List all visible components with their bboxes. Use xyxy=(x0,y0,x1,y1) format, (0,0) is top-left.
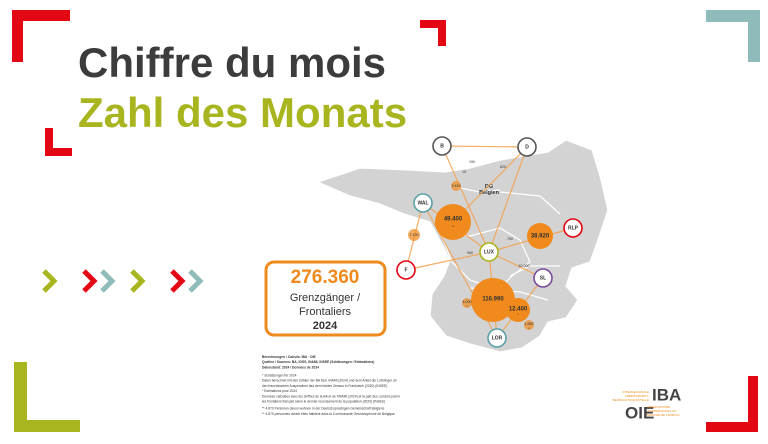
highlight-value: 276.360 xyxy=(291,267,360,288)
chevrons xyxy=(42,269,204,293)
flow-value: 1.550 xyxy=(525,322,534,326)
note-line: * Schätzungen für 2024 xyxy=(262,373,297,377)
flow-value: 38.920 xyxy=(531,234,550,240)
note-line: den französischen Auspendlern laut dem l… xyxy=(262,384,387,388)
corner-decorations xyxy=(12,10,760,432)
flow-mark: * xyxy=(528,327,530,331)
note-line: ** 4.870 Personen davon wohnen in der De… xyxy=(262,407,385,411)
logo-oie: OIE xyxy=(625,403,654,422)
flow-value: 750 xyxy=(507,237,513,241)
node-label: WAL xyxy=(417,200,428,206)
note-line: Datenstand: 2024 / Données de 2024 xyxy=(262,365,319,369)
title-de: Zahl des Monats xyxy=(78,89,407,136)
note-line: Daten berechnet mit den Zahlen der BA bz… xyxy=(262,379,397,383)
flow-bubbles xyxy=(408,181,553,330)
logo-text: INTERREGIONALE xyxy=(622,390,649,394)
logo-text: INTERRÉGIONAL DU xyxy=(647,408,677,413)
logo: IBA OIE INTERREGIONALE ARBEITSMARKT- BEO… xyxy=(613,385,682,422)
node-label: B xyxy=(440,143,444,149)
note-line: Données calculées avec les chiffres de l… xyxy=(262,394,400,398)
logo-text: ARBEITSMARKT- xyxy=(625,394,649,398)
logo-text: MARCHÉ DE L'EMPLOI xyxy=(647,412,680,417)
note-line: Quellen / Sources: BA, IGSS, INAMI, INSE… xyxy=(262,360,374,364)
highlight-box xyxy=(264,260,387,337)
highlight-year: 2024 xyxy=(313,320,338,332)
logo-text: BEOBACHTUNGSSTELLE xyxy=(613,398,649,402)
flow-value: 12.400 xyxy=(509,307,528,313)
highlight-line: Grenzgänger / xyxy=(290,292,361,304)
note-line: ** 4.870 personnes dont/e elles habitent… xyxy=(262,412,395,416)
node-label: LOR xyxy=(492,335,503,341)
note-line: * Estimations pour 2024 xyxy=(262,389,297,393)
flow-value: 7.100 xyxy=(410,233,419,237)
flow-value: 190 xyxy=(469,160,475,164)
title-fr: Chiffre du mois xyxy=(78,39,386,86)
nodes xyxy=(396,136,583,348)
flow-mark: ** xyxy=(452,225,455,229)
logo-text: OBSERVATOIRE xyxy=(647,405,670,409)
flow-value: 15 xyxy=(462,170,466,174)
map xyxy=(316,139,609,353)
flow-value: 960 xyxy=(467,251,473,255)
flow-mark: * xyxy=(466,305,468,309)
flow-mark: * xyxy=(517,313,519,317)
flow-value: 49.400 xyxy=(444,217,463,223)
node-label: F xyxy=(404,267,407,273)
note-line: Berechnungen / Calculs: IBA · OIE xyxy=(262,355,317,359)
node-label: SL xyxy=(540,275,546,281)
flow-value: 4.000 xyxy=(463,300,472,304)
flow-value: 10.000 xyxy=(519,264,530,268)
highlight-line: Frontaliers xyxy=(299,306,351,318)
notes: Berechnungen / Calculs: IBA · OIEQuellen… xyxy=(262,355,400,416)
flow-value: 6.410 xyxy=(452,184,461,188)
note-line: les frontaliers français selon le dernie… xyxy=(262,399,385,403)
node-label: LUX xyxy=(484,249,495,255)
node-label: RLP xyxy=(568,225,579,231)
flow-value: 116.990 xyxy=(482,297,504,303)
node-label: D xyxy=(525,144,529,150)
logo-iba: IBA xyxy=(652,385,681,404)
region-label: DG Belgien xyxy=(479,184,500,196)
flow-value: 620 xyxy=(500,165,506,169)
